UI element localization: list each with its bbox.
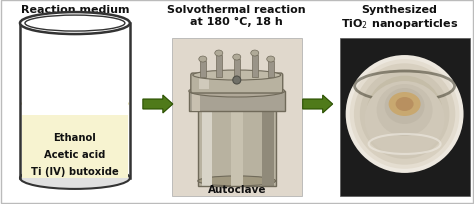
- Ellipse shape: [396, 98, 414, 111]
- Text: Ethanol: Ethanol: [54, 132, 96, 142]
- Ellipse shape: [233, 55, 241, 61]
- Bar: [172, 39, 302, 196]
- Text: Synthesized: Synthesized: [362, 5, 438, 15]
- Text: Acetic acid: Acetic acid: [44, 149, 106, 159]
- Ellipse shape: [360, 70, 449, 159]
- Bar: [22, 104, 128, 178]
- Bar: [231, 96, 243, 186]
- Bar: [234, 60, 240, 78]
- Bar: [198, 96, 276, 186]
- Ellipse shape: [350, 60, 459, 169]
- Bar: [202, 96, 212, 186]
- Ellipse shape: [193, 71, 281, 81]
- Text: TiO$_2$ nanoparticles: TiO$_2$ nanoparticles: [341, 17, 458, 31]
- Ellipse shape: [198, 176, 276, 186]
- Text: at 180 °C, 18 h: at 180 °C, 18 h: [191, 17, 283, 27]
- Bar: [252, 56, 258, 78]
- Ellipse shape: [22, 95, 128, 113]
- Bar: [189, 92, 285, 111]
- Bar: [192, 92, 200, 111]
- FancyArrow shape: [303, 95, 333, 113]
- Text: Ti (IV) butoxide: Ti (IV) butoxide: [31, 166, 119, 176]
- Ellipse shape: [346, 56, 464, 173]
- Ellipse shape: [20, 13, 130, 35]
- FancyBboxPatch shape: [191, 74, 283, 94]
- Bar: [20, 24, 23, 178]
- Bar: [22, 35, 128, 115]
- Text: Reaction medium: Reaction medium: [21, 5, 129, 15]
- Ellipse shape: [20, 167, 130, 189]
- Ellipse shape: [189, 86, 285, 98]
- Ellipse shape: [354, 64, 456, 165]
- Text: Autoclave: Autoclave: [208, 184, 266, 194]
- Ellipse shape: [233, 77, 241, 85]
- FancyArrow shape: [143, 95, 173, 113]
- Ellipse shape: [366, 76, 443, 153]
- Bar: [198, 96, 276, 186]
- Bar: [262, 96, 273, 186]
- Ellipse shape: [199, 57, 207, 63]
- Ellipse shape: [377, 85, 433, 136]
- Ellipse shape: [365, 82, 445, 157]
- Ellipse shape: [251, 51, 259, 57]
- Bar: [199, 78, 209, 90]
- Ellipse shape: [384, 89, 425, 124]
- Bar: [200, 62, 206, 78]
- Ellipse shape: [267, 57, 275, 63]
- Text: Solvothermal reaction: Solvothermal reaction: [167, 5, 306, 15]
- Ellipse shape: [215, 51, 223, 57]
- Ellipse shape: [389, 93, 420, 116]
- Bar: [268, 62, 273, 78]
- Bar: [340, 39, 470, 196]
- Bar: [216, 56, 222, 78]
